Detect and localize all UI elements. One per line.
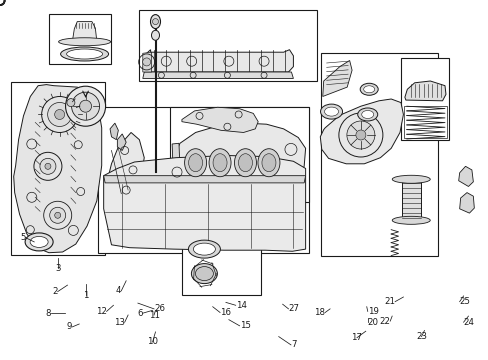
Text: 19: 19 xyxy=(367,307,378,316)
Ellipse shape xyxy=(209,149,230,177)
Circle shape xyxy=(71,92,100,120)
Text: 20: 20 xyxy=(367,318,378,327)
Ellipse shape xyxy=(262,154,275,172)
Ellipse shape xyxy=(357,108,377,121)
Ellipse shape xyxy=(361,111,373,118)
Circle shape xyxy=(346,121,374,149)
Ellipse shape xyxy=(391,216,429,224)
Ellipse shape xyxy=(363,86,374,93)
Polygon shape xyxy=(14,85,102,253)
Text: 17: 17 xyxy=(351,333,362,342)
Ellipse shape xyxy=(66,49,102,59)
Text: 15: 15 xyxy=(239,321,250,330)
Ellipse shape xyxy=(191,264,217,284)
Polygon shape xyxy=(67,95,75,110)
Bar xyxy=(49,14,111,64)
Ellipse shape xyxy=(150,15,160,28)
Text: 3: 3 xyxy=(55,264,61,273)
Circle shape xyxy=(355,130,365,140)
Text: 14: 14 xyxy=(235,301,246,310)
Ellipse shape xyxy=(151,30,159,40)
Text: 7: 7 xyxy=(290,341,296,349)
Text: 5: 5 xyxy=(20,233,25,242)
Polygon shape xyxy=(320,99,403,164)
Circle shape xyxy=(40,158,56,174)
Ellipse shape xyxy=(188,240,220,258)
Circle shape xyxy=(47,103,72,126)
Bar xyxy=(98,107,308,253)
Bar xyxy=(400,58,448,140)
Circle shape xyxy=(80,100,91,112)
Ellipse shape xyxy=(213,154,226,172)
Text: 10: 10 xyxy=(147,338,158,346)
Circle shape xyxy=(50,207,65,223)
Text: 8: 8 xyxy=(46,309,51,318)
Polygon shape xyxy=(458,166,472,186)
Circle shape xyxy=(55,109,64,120)
Ellipse shape xyxy=(238,154,252,172)
Text: 12: 12 xyxy=(96,307,106,316)
Ellipse shape xyxy=(61,47,108,61)
Polygon shape xyxy=(322,60,351,96)
Ellipse shape xyxy=(59,38,110,46)
Polygon shape xyxy=(72,22,97,41)
Polygon shape xyxy=(171,123,305,197)
Circle shape xyxy=(142,58,150,66)
Bar xyxy=(11,82,105,255)
Ellipse shape xyxy=(234,149,256,177)
Text: 27: 27 xyxy=(288,304,299,313)
Ellipse shape xyxy=(188,154,202,172)
Ellipse shape xyxy=(30,237,48,247)
Polygon shape xyxy=(182,107,258,132)
Polygon shape xyxy=(142,72,293,78)
Polygon shape xyxy=(103,156,305,251)
Bar xyxy=(401,179,420,220)
Polygon shape xyxy=(110,123,118,140)
Text: 2: 2 xyxy=(52,287,58,296)
Polygon shape xyxy=(459,193,473,213)
Text: 4: 4 xyxy=(116,287,121,295)
Circle shape xyxy=(45,163,51,169)
Text: 1: 1 xyxy=(82,291,88,300)
Ellipse shape xyxy=(193,243,215,255)
Text: 21: 21 xyxy=(384,297,394,306)
Text: 24: 24 xyxy=(463,318,473,327)
Circle shape xyxy=(65,86,105,126)
Polygon shape xyxy=(117,134,126,150)
Text: 16: 16 xyxy=(220,308,230,317)
Bar xyxy=(170,107,308,202)
Ellipse shape xyxy=(184,149,206,177)
Ellipse shape xyxy=(258,149,279,177)
Text: 18: 18 xyxy=(314,308,325,317)
Bar xyxy=(182,230,261,295)
Bar xyxy=(403,106,446,138)
Polygon shape xyxy=(172,143,180,169)
Text: 22: 22 xyxy=(379,317,389,325)
Ellipse shape xyxy=(320,104,342,119)
Circle shape xyxy=(152,19,158,24)
Ellipse shape xyxy=(324,107,338,116)
Text: 25: 25 xyxy=(459,297,469,306)
Ellipse shape xyxy=(195,267,213,280)
Ellipse shape xyxy=(391,175,429,183)
Circle shape xyxy=(55,212,61,218)
Text: 6: 6 xyxy=(137,309,142,318)
Text: 9: 9 xyxy=(67,323,72,331)
Polygon shape xyxy=(103,176,305,183)
Polygon shape xyxy=(142,50,293,72)
Ellipse shape xyxy=(360,83,377,95)
Ellipse shape xyxy=(25,233,53,251)
Bar xyxy=(139,10,316,81)
Text: 11: 11 xyxy=(148,310,159,320)
Bar xyxy=(320,53,437,256)
Polygon shape xyxy=(106,132,144,204)
Text: 26: 26 xyxy=(154,304,164,313)
Text: 23: 23 xyxy=(415,332,426,341)
Text: 13: 13 xyxy=(114,318,124,327)
Polygon shape xyxy=(404,81,445,101)
Circle shape xyxy=(67,99,75,107)
Polygon shape xyxy=(142,52,151,72)
